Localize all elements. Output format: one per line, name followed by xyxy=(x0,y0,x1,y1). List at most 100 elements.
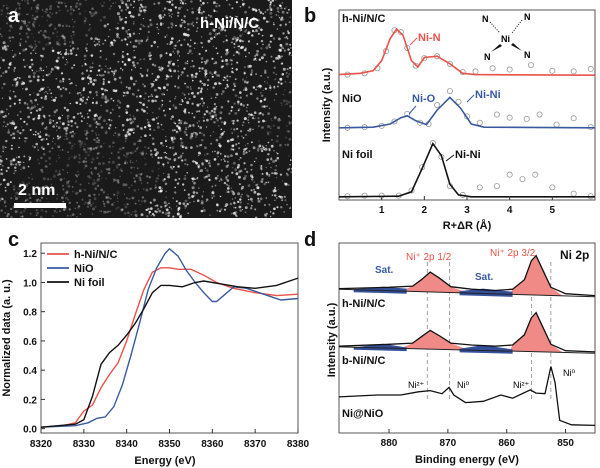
atom-dot xyxy=(12,122,16,126)
atom-dot xyxy=(110,41,113,44)
atom-dot xyxy=(216,151,220,154)
atom-dot xyxy=(262,173,264,175)
atom-dot xyxy=(170,16,173,18)
atom-dot xyxy=(68,92,71,94)
atom-dot xyxy=(222,24,225,28)
atom-dot xyxy=(133,167,135,169)
atom-dot xyxy=(262,12,265,15)
atom-dot xyxy=(221,26,224,30)
atom-dot xyxy=(28,21,31,24)
atom-dot xyxy=(133,189,136,192)
atom-dot xyxy=(36,200,39,203)
atom-dot xyxy=(216,10,218,13)
atom-dot xyxy=(6,45,10,48)
atom-dot xyxy=(218,180,221,182)
atom-dot xyxy=(172,197,174,199)
atom-dot xyxy=(183,121,187,125)
atom-dot xyxy=(243,80,247,84)
atom-dot xyxy=(83,23,86,25)
atom-dot xyxy=(113,39,116,42)
atom-dot xyxy=(27,199,29,201)
atom-dot xyxy=(201,82,203,85)
atom-dot xyxy=(102,73,105,77)
atom-dot xyxy=(155,186,158,189)
atom-dot xyxy=(37,103,39,105)
atom-dot xyxy=(243,153,245,155)
atom-dot xyxy=(31,69,34,72)
atom-dot xyxy=(57,145,61,149)
atom-dot xyxy=(265,145,267,147)
atom-dot xyxy=(19,182,22,186)
atom-dot xyxy=(137,39,141,43)
atom-dot xyxy=(287,48,290,51)
atom-dot xyxy=(193,194,196,197)
atom-dot xyxy=(216,152,219,155)
atom-dot xyxy=(276,152,279,155)
atom-dot xyxy=(12,185,16,188)
atom-dot xyxy=(80,94,83,96)
atom-dot xyxy=(174,98,176,100)
atom-dot xyxy=(140,67,142,69)
atom-dot xyxy=(247,130,249,132)
atom-dot xyxy=(213,63,215,65)
atom-dot xyxy=(19,211,23,214)
atom-dot xyxy=(282,47,285,50)
atom-dot xyxy=(84,63,87,66)
atom-dot xyxy=(192,131,195,134)
atom-dot xyxy=(246,81,249,84)
atom-dot xyxy=(5,49,7,51)
atom-dot xyxy=(78,157,81,160)
atom-dot xyxy=(147,121,150,124)
atom-dot xyxy=(235,40,237,43)
atom-dot xyxy=(17,2,20,5)
data-point xyxy=(506,114,513,121)
atom-dot xyxy=(107,35,110,38)
atom-dot xyxy=(103,210,107,214)
atom-dot xyxy=(280,195,284,199)
atom-dot xyxy=(167,175,171,179)
data-point xyxy=(549,67,556,74)
atom-dot xyxy=(58,39,61,41)
atom-dot xyxy=(226,191,228,193)
atom-dot xyxy=(239,198,242,201)
atom-dot xyxy=(134,39,138,43)
atom-dot xyxy=(13,172,15,174)
atom-dot xyxy=(265,181,267,184)
atom-dot xyxy=(215,73,217,75)
atom-dot xyxy=(156,23,159,26)
panel-a: a h-Ni/N/C 2 nm xyxy=(0,0,293,219)
atom-dot xyxy=(19,102,21,104)
atom-dot xyxy=(18,195,20,198)
atom-dot xyxy=(17,19,21,23)
atom-dot xyxy=(51,140,54,143)
atom-dot xyxy=(219,210,221,213)
atom-dot xyxy=(9,105,12,108)
atom-dot xyxy=(134,150,137,153)
atom-dot xyxy=(275,176,278,179)
atom-dot xyxy=(133,49,135,52)
atom-dot xyxy=(104,95,107,98)
atom-dot xyxy=(139,27,142,31)
atom-dot xyxy=(198,67,201,70)
atom-dot xyxy=(233,43,236,45)
atom-dot xyxy=(21,132,23,134)
atom-dot xyxy=(84,101,88,105)
atom-dot xyxy=(71,142,73,144)
atom-dot xyxy=(11,120,15,124)
atom-dot xyxy=(218,82,221,85)
atom-dot xyxy=(256,18,260,22)
atom-dot xyxy=(117,136,119,138)
atom-dot xyxy=(37,75,40,78)
atom-dot xyxy=(173,137,176,140)
atom-dot xyxy=(161,104,164,106)
atom-dot xyxy=(280,78,282,80)
atom-dot xyxy=(289,164,291,166)
atom-dot xyxy=(90,54,94,57)
atom-dot xyxy=(167,8,170,11)
atom-dot xyxy=(224,29,227,32)
atom-dot xyxy=(162,144,165,147)
atom-dot xyxy=(104,24,106,27)
atom-dot xyxy=(179,23,183,27)
atom-dot xyxy=(151,83,155,86)
atom-dot xyxy=(43,92,46,94)
